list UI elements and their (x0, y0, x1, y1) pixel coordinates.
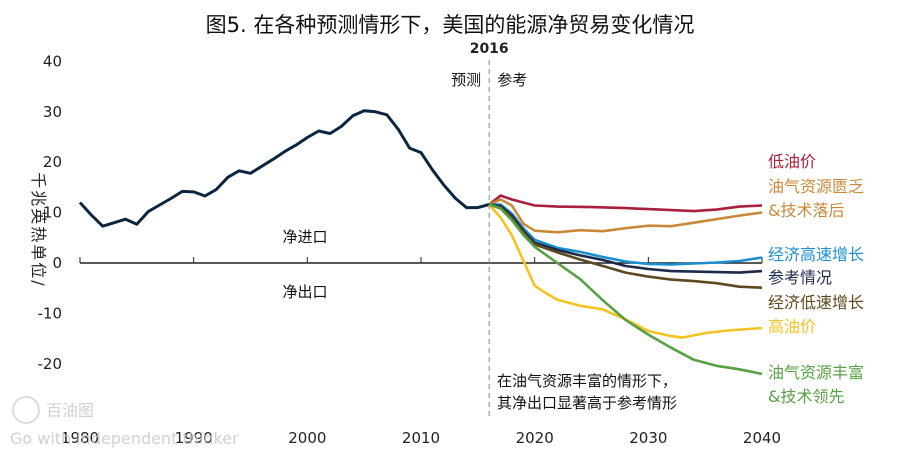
divider-year-label: 2016 (470, 41, 509, 57)
annotation-line: 其净出口显著高于参考情形 (497, 394, 677, 412)
watermark: 百油图 Go with independent thinker (10, 396, 239, 448)
legend-entry: 高油价 (768, 317, 816, 336)
y-tick-label: 20 (43, 153, 62, 171)
x-tick-label: 2000 (288, 429, 326, 447)
divider-right-label: 参考 (497, 71, 527, 89)
y-tick-label: 40 (43, 52, 62, 70)
divider-left-label: 预测 (451, 71, 481, 89)
x-tick-label: 1980 (61, 429, 99, 447)
legend-entry: 油气资源匮乏 (768, 177, 864, 196)
watermark-logo-icon (12, 396, 40, 424)
series-line (488, 194, 763, 213)
y-tick-label: -10 (38, 304, 63, 322)
series-line (488, 203, 763, 289)
chart-title: 图5. 在各种预测情形下，美国的能源净贸易变化情况 (206, 13, 695, 37)
series-lines (78, 109, 763, 376)
series-line (488, 203, 763, 376)
x-tick-label: 1990 (175, 429, 213, 447)
x-tick-label: 2030 (629, 429, 667, 447)
x-tick-label: 2020 (516, 429, 554, 447)
x-tick-label: 2040 (743, 429, 781, 447)
y-tick-label: -20 (38, 355, 63, 373)
y-tick-label: 10 (43, 204, 62, 222)
region-label-imports: 净进口 (282, 228, 327, 246)
legend-entry: 经济高速增长 (768, 245, 864, 264)
series-line (488, 203, 763, 339)
legend-entry: 油气资源丰富 (768, 363, 864, 382)
y-axis-label: 千兆英热单位/ (29, 172, 48, 287)
watermark-brand: 百油图 (46, 401, 94, 420)
legend-entry: 经济低速增长 (768, 293, 864, 312)
legend-entry: 参考情况 (768, 268, 832, 287)
y-tick-label: 30 (43, 103, 62, 121)
x-tick-label: 2010 (402, 429, 440, 447)
legend-entry: &技术领先 (768, 387, 844, 406)
watermark-slogan: Go with independent thinker (10, 429, 239, 448)
region-label-exports: 净出口 (282, 283, 327, 301)
legend-entry: &技术落后 (768, 201, 844, 220)
y-tick-label: 0 (52, 254, 62, 272)
history-line (78, 109, 490, 228)
annotation-line: 在油气资源丰富的情形下， (497, 372, 677, 390)
legend-entry: 低油价 (768, 152, 816, 171)
series-line (489, 203, 763, 266)
series-line (488, 198, 763, 234)
